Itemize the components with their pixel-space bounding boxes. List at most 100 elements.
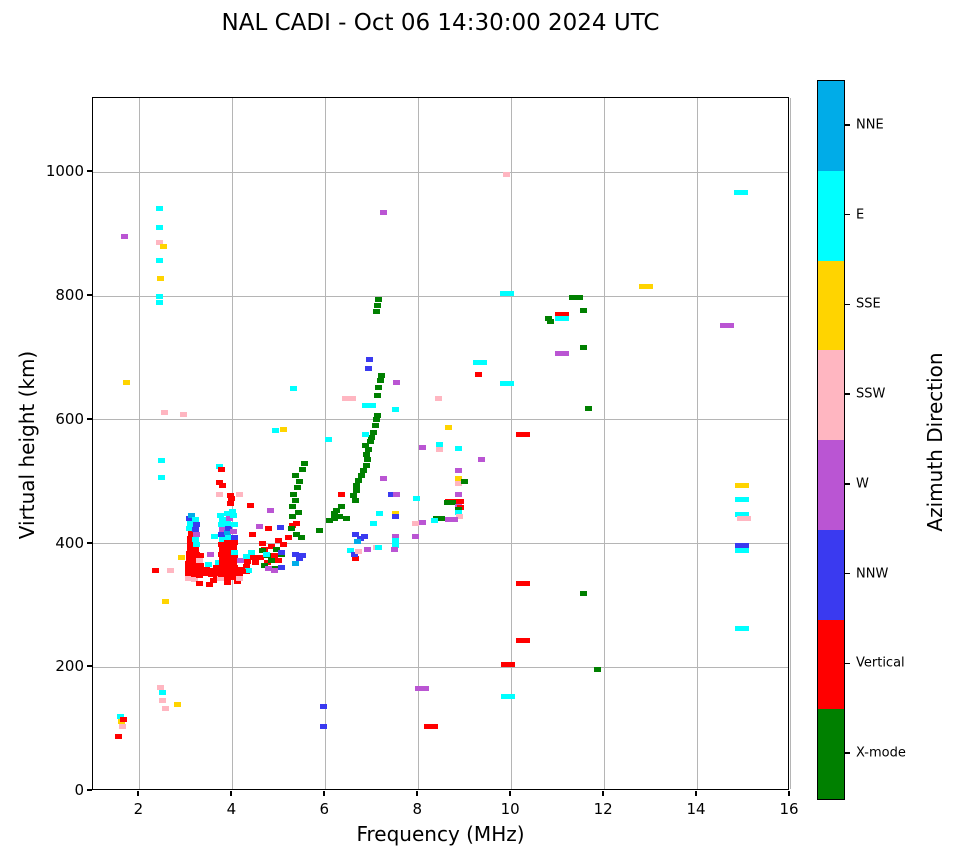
data-point — [275, 558, 283, 564]
data-point — [280, 542, 287, 548]
data-point — [264, 566, 272, 572]
data-point — [374, 412, 382, 418]
data-point — [231, 534, 239, 540]
data-point — [373, 392, 381, 398]
data-point — [454, 446, 462, 452]
data-point — [443, 500, 451, 506]
data-point — [225, 535, 233, 541]
data-point — [449, 500, 457, 506]
data-point — [291, 472, 299, 478]
data-point — [224, 530, 232, 536]
data-point — [503, 171, 511, 177]
data-point — [231, 550, 239, 556]
y-tick-mark — [87, 541, 92, 544]
data-point — [192, 522, 200, 528]
colorbar-tick-label: Vertical — [856, 655, 905, 671]
data-point — [225, 515, 233, 521]
data-point — [363, 546, 371, 552]
data-point — [177, 555, 185, 561]
data-point — [292, 521, 300, 527]
colorbar-tick-label: NNE — [856, 117, 884, 133]
data-point — [435, 446, 443, 452]
data-point — [242, 563, 250, 569]
data-point — [294, 510, 302, 516]
data-point — [455, 513, 463, 519]
x-tick-mark — [230, 791, 233, 796]
data-point — [391, 537, 399, 543]
data-point — [218, 542, 226, 548]
colorbar-tick-label: SSW — [856, 386, 886, 402]
data-point — [248, 550, 256, 556]
data-point — [259, 548, 267, 554]
data-point — [224, 510, 232, 516]
data-point — [369, 429, 377, 435]
data-point — [190, 566, 198, 572]
data-point — [262, 551, 270, 557]
data-point — [499, 291, 514, 297]
data-point — [390, 547, 398, 553]
x-tick-mark — [137, 791, 140, 796]
data-point — [237, 558, 245, 564]
data-point — [735, 625, 750, 631]
data-point — [225, 525, 233, 531]
x-axis-label: Frequency (MHz) — [356, 822, 525, 846]
data-point — [212, 573, 220, 579]
colorbar-tick-mark — [845, 393, 850, 395]
data-point — [273, 547, 281, 553]
data-point — [391, 533, 399, 539]
colorbar-tick-mark — [845, 124, 850, 126]
gridline — [789, 98, 791, 789]
data-point — [247, 503, 255, 509]
data-point — [363, 457, 371, 463]
data-point — [387, 491, 395, 497]
data-point — [155, 206, 163, 212]
data-point — [209, 567, 217, 573]
data-point — [435, 442, 443, 447]
colorbar-segment-sse — [818, 260, 844, 351]
data-point — [412, 533, 420, 539]
data-point — [207, 571, 215, 577]
data-point — [516, 432, 531, 438]
data-point — [219, 557, 227, 563]
data-point — [261, 562, 269, 568]
data-point — [377, 372, 385, 378]
data-point — [555, 315, 570, 321]
data-point — [444, 517, 452, 523]
data-point — [242, 553, 250, 559]
data-point — [734, 189, 749, 195]
colorbar — [817, 80, 845, 800]
data-point — [243, 558, 251, 564]
data-point — [187, 536, 195, 542]
data-point — [547, 319, 555, 325]
gridline — [231, 98, 233, 789]
data-point — [391, 510, 399, 516]
data-point — [289, 503, 297, 509]
data-point — [454, 492, 462, 498]
data-point — [369, 521, 377, 527]
data-point — [186, 516, 194, 522]
data-point — [245, 568, 253, 574]
data-point — [224, 550, 232, 556]
data-point — [331, 511, 339, 517]
y-tick-label: 600 — [55, 409, 84, 428]
data-point — [593, 666, 601, 672]
data-point — [219, 517, 227, 523]
data-point — [205, 581, 213, 587]
colorbar-segment-ssw — [818, 350, 844, 440]
data-point — [270, 567, 278, 573]
data-point — [298, 553, 306, 559]
data-point — [191, 557, 199, 563]
data-point — [256, 554, 264, 560]
data-point — [720, 323, 735, 329]
data-point — [252, 559, 260, 565]
data-point — [276, 524, 284, 530]
data-point — [160, 244, 168, 249]
data-point — [555, 351, 570, 357]
colorbar-tick-label: E — [856, 207, 865, 223]
data-point — [280, 427, 288, 433]
data-point — [362, 463, 370, 469]
data-point — [393, 380, 401, 386]
data-point — [230, 528, 238, 534]
data-point — [569, 294, 584, 300]
data-point — [159, 690, 167, 696]
